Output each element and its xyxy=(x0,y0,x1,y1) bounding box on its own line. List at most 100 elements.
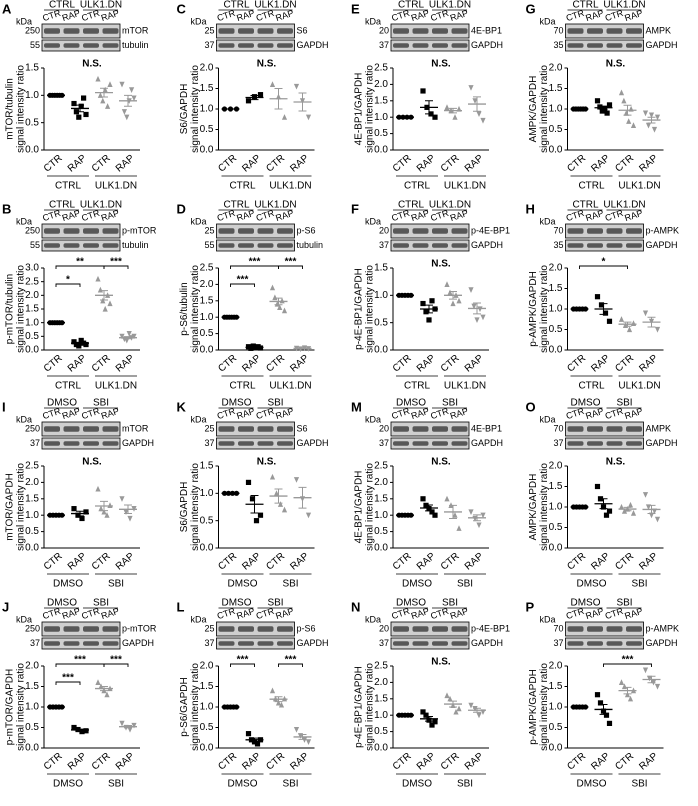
blot-strip xyxy=(390,23,470,39)
blot-band xyxy=(432,441,448,446)
significance-bracket xyxy=(278,663,303,667)
kda-label: kDa xyxy=(365,614,381,624)
panel-letter: H xyxy=(526,201,535,216)
y-tick-label: 0.0 xyxy=(549,543,563,554)
data-point xyxy=(104,691,110,698)
blot-band xyxy=(83,426,99,432)
blot-band xyxy=(44,626,60,632)
y-axis-label: signal intensity ratio xyxy=(365,65,376,153)
data-point xyxy=(471,303,477,310)
blot-strip xyxy=(565,437,644,450)
data-point xyxy=(131,722,137,729)
group-label: SBI xyxy=(108,579,124,590)
kda-marker: 37 xyxy=(204,40,214,50)
data-point xyxy=(621,97,627,104)
data-point xyxy=(253,518,260,524)
group-label: SBI xyxy=(282,579,298,590)
blot-band xyxy=(587,641,603,646)
blot-band xyxy=(412,426,429,432)
y-tick-label: 0.5 xyxy=(200,328,214,339)
significance-bracket xyxy=(278,265,303,269)
blot-band xyxy=(393,641,409,646)
kda-marker: 250 xyxy=(25,25,40,35)
data-point xyxy=(642,667,649,674)
band-label: p-mTOR xyxy=(122,623,157,633)
data-point xyxy=(654,114,661,121)
panel-letter: M xyxy=(351,399,362,414)
kda-label: kDa xyxy=(191,414,207,424)
data-point xyxy=(281,695,288,702)
data-point xyxy=(618,503,625,510)
blot-band xyxy=(626,243,642,248)
data-point xyxy=(426,317,432,323)
y-tick-label: 1.5 xyxy=(25,304,39,315)
kda-label: kDa xyxy=(365,216,381,226)
x-tick-label: RAP xyxy=(463,153,486,175)
blot-band xyxy=(44,243,60,248)
kda-marker: 25 xyxy=(204,623,214,633)
y-tick-label: 0.0 xyxy=(200,743,214,754)
blot-band xyxy=(626,641,642,646)
blot-strip xyxy=(390,637,470,650)
kda-marker: 250 xyxy=(25,623,40,633)
blot-band xyxy=(393,28,409,34)
x-tick-label: RAP xyxy=(463,551,486,573)
blot-band xyxy=(451,626,468,632)
band-label: S6 xyxy=(297,423,308,433)
band-label: GAPDH xyxy=(471,240,503,250)
blot-group-label: ULK1.DN xyxy=(603,0,645,11)
blot-band xyxy=(567,243,584,248)
blot-band xyxy=(626,426,642,432)
y-tick-label: 0.5 xyxy=(374,128,388,139)
blot-band xyxy=(606,441,623,446)
y-tick-label: 1.5 xyxy=(549,681,563,692)
blot-group-label: DMSO xyxy=(571,398,601,409)
significance-label: *** xyxy=(249,257,261,268)
blot-band xyxy=(218,28,235,34)
data-point xyxy=(79,515,85,522)
band-label: GAPDH xyxy=(646,638,678,648)
x-tick-label: RAP xyxy=(415,353,438,375)
data-point xyxy=(274,300,280,307)
x-tick-label: CTR xyxy=(90,353,113,375)
data-point xyxy=(606,720,613,726)
error-bar xyxy=(250,94,259,101)
x-tick-label: CTR xyxy=(42,551,65,573)
kda-label: kDa xyxy=(16,614,32,624)
x-tick-label: RAP xyxy=(637,551,660,573)
data-point xyxy=(423,309,429,315)
data-point xyxy=(293,83,300,90)
error-bar xyxy=(124,94,132,107)
data-point xyxy=(626,326,633,333)
error-bar xyxy=(298,92,307,112)
data-point xyxy=(297,346,304,353)
y-axis-label: p-4E-BP1/GAPDH xyxy=(354,268,365,350)
kda-label: kDa xyxy=(16,16,32,26)
significance-bracket xyxy=(579,265,628,269)
blot-group-label: DMSO xyxy=(396,598,426,609)
data-point xyxy=(123,509,129,516)
group-label: DMSO xyxy=(402,579,432,590)
data-point xyxy=(95,485,101,492)
data-point xyxy=(468,702,474,709)
panel-letter: C xyxy=(177,1,187,16)
x-tick-label: CTR xyxy=(42,153,65,175)
blot-strip xyxy=(41,39,121,52)
kda-label: kDa xyxy=(16,216,32,226)
y-axis-label: signal intensity ratio xyxy=(16,265,27,353)
x-tick-label: CTR xyxy=(565,551,588,573)
significance-label: N.S. xyxy=(431,457,451,468)
y-tick-label: 2.0 xyxy=(374,677,388,688)
blot-strip xyxy=(565,39,644,52)
data-point xyxy=(642,492,649,498)
blot-strip xyxy=(216,421,295,437)
blot-band xyxy=(432,426,448,432)
data-point xyxy=(420,300,426,307)
blot-group-label: ULK1.DN xyxy=(603,200,645,211)
kda-marker: 25 xyxy=(204,225,214,235)
blot-strip xyxy=(565,239,644,252)
